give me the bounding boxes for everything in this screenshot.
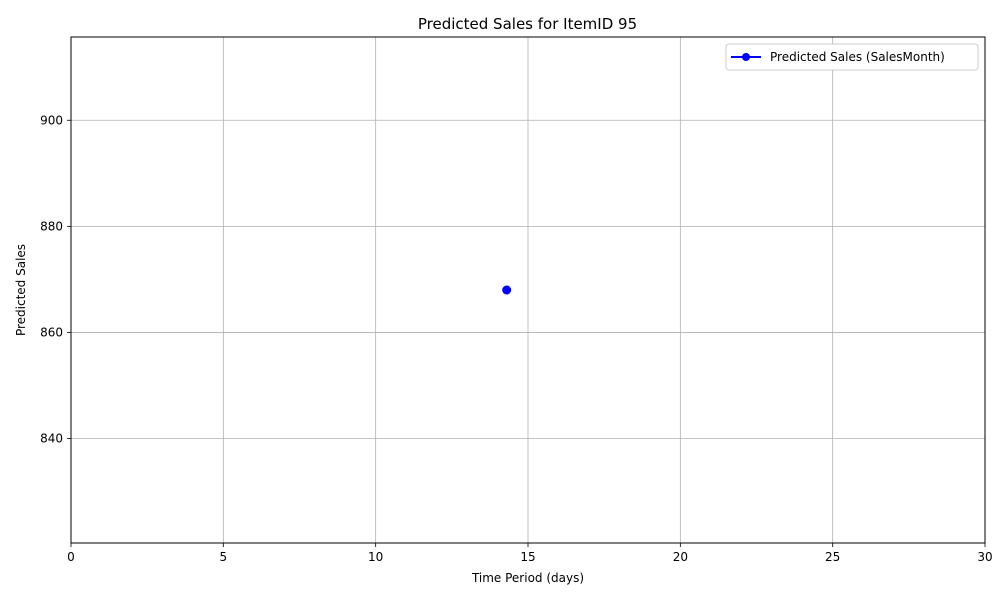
legend: Predicted Sales (SalesMonth) (725, 43, 979, 71)
chart-title: Predicted Sales for ItemID 95 (418, 15, 637, 33)
x-tick-label: 25 (825, 550, 840, 564)
series-layer (502, 285, 512, 295)
legend-box (725, 43, 979, 71)
x-tick-label: 10 (368, 550, 383, 564)
y-tick-label: 880 (40, 219, 63, 233)
x-tick-label: 15 (520, 550, 535, 564)
axis-ticks: 0 5 10 15 20 25 30 840 860 880 900 (40, 113, 993, 564)
legend-marker-swatch (742, 53, 750, 61)
y-axis-label: Predicted Sales (14, 244, 28, 336)
y-tick-label: 860 (40, 325, 63, 339)
y-tick-label: 900 (40, 113, 63, 127)
x-axis-label: Time Period (days) (471, 571, 584, 585)
data-point (502, 285, 512, 295)
x-tick-label: 30 (977, 550, 992, 564)
x-tick-label: 0 (67, 550, 75, 564)
x-tick-label: 20 (673, 550, 688, 564)
y-tick-label: 840 (40, 432, 63, 446)
legend-label: Predicted Sales (SalesMonth) (770, 50, 945, 64)
grid-lines (70, 37, 986, 543)
x-tick-label: 5 (220, 550, 228, 564)
